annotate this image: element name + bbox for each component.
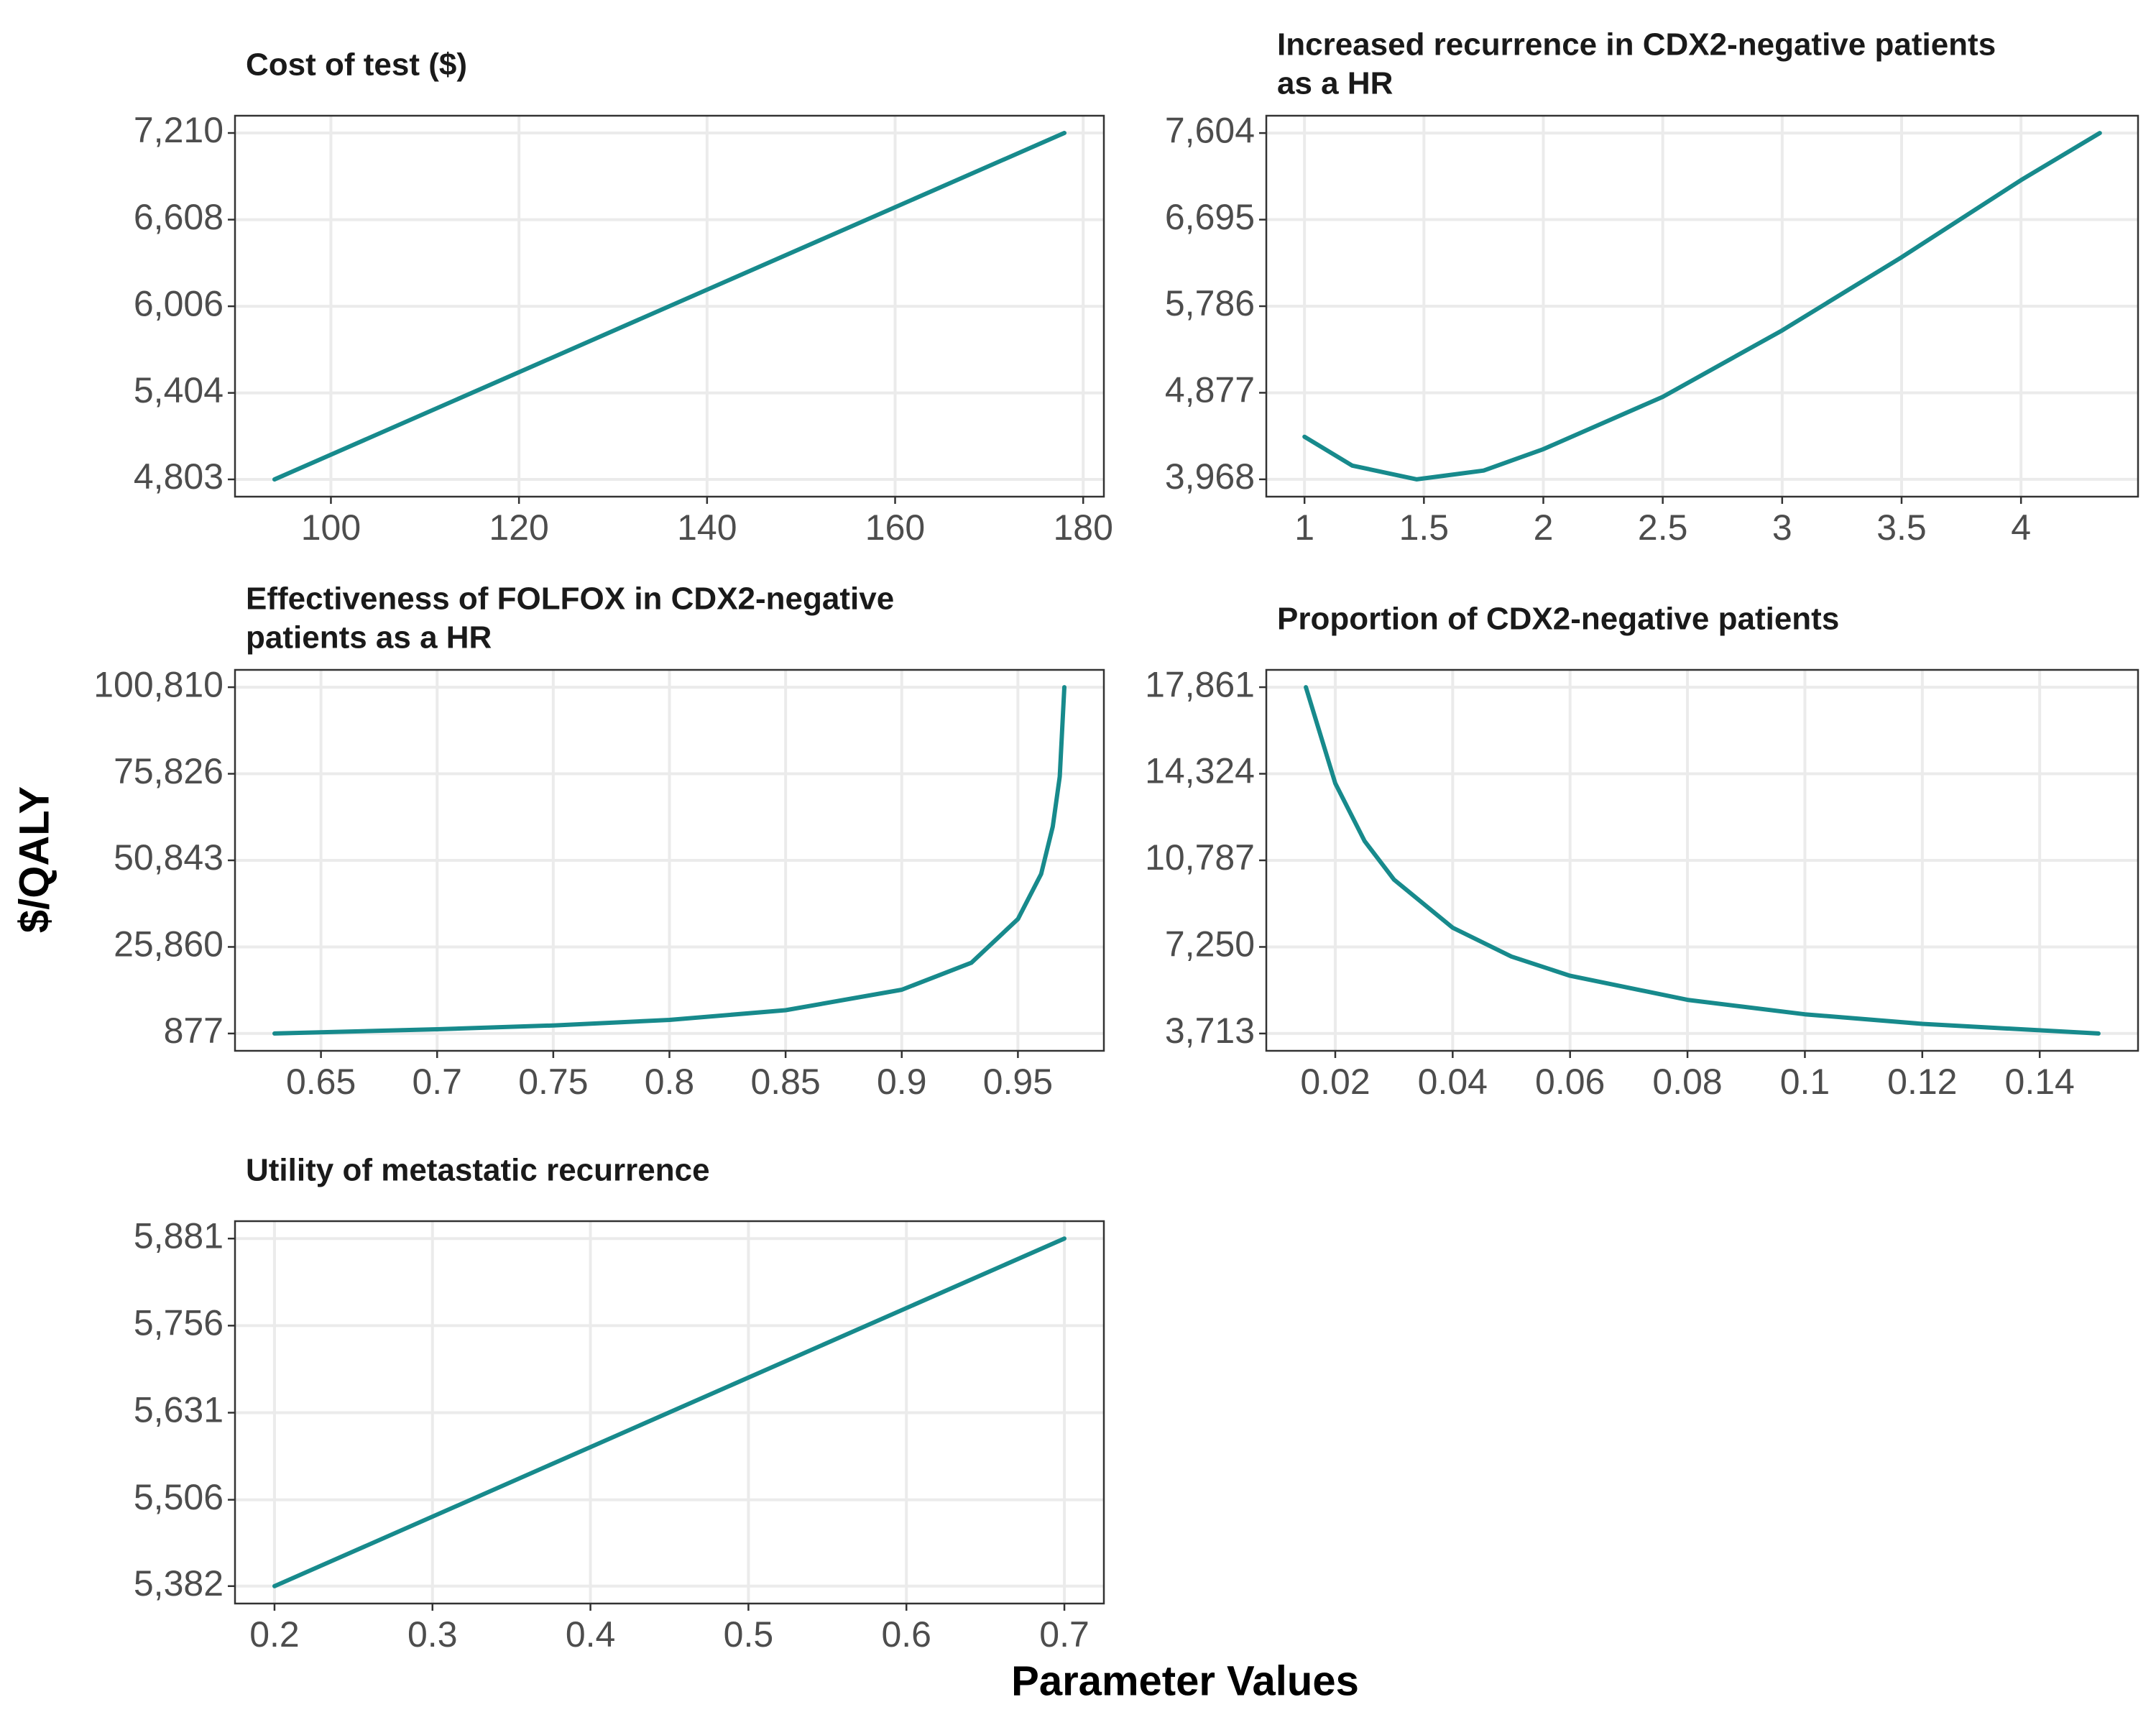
x-tick-label: 0.3 [407, 1614, 458, 1655]
x-tick-label: 0.9 [877, 1062, 927, 1102]
panel-border [1265, 114, 2139, 498]
data-line [272, 1236, 1067, 1588]
y-tick-label: 50,843 [114, 837, 224, 878]
x-tick-label: 140 [677, 507, 737, 548]
panel-title: Proportion of CDX2-negative patients [1277, 602, 1839, 637]
y-tick-label: 6,695 [1165, 197, 1255, 237]
y-tick-label: 17,861 [1145, 664, 1255, 704]
x-tick-label: 1.5 [1399, 507, 1450, 548]
x-tick-label: 3 [1772, 507, 1792, 548]
panel-border [234, 114, 1105, 498]
panel-border [1265, 668, 2139, 1052]
panel-title: patients as a HR [246, 620, 492, 656]
panel-title: Cost of test ($) [246, 47, 467, 83]
y-tick-label: 7,210 [134, 110, 224, 150]
y-tick-label: 877 [164, 1011, 224, 1051]
panel-title: Effectiveness of FOLFOX in CDX2-negative [246, 581, 894, 617]
panel-border [234, 1220, 1105, 1605]
y-tick-label: 5,631 [134, 1390, 224, 1430]
x-tick-label: 0.02 [1300, 1062, 1370, 1102]
x-tick-label: 0.75 [518, 1062, 588, 1102]
x-tick-label: 0.08 [1652, 1062, 1722, 1102]
y-tick-label: 5,786 [1165, 283, 1255, 323]
panel-title: Utility of metastatic recurrence [246, 1153, 710, 1188]
y-tick-label: 7,250 [1165, 924, 1255, 965]
y-tick-label: 5,404 [134, 370, 224, 410]
x-tick-label: 180 [1053, 507, 1112, 548]
y-tick-label: 3,713 [1165, 1011, 1255, 1051]
x-tick-label: 0.14 [2005, 1062, 2075, 1102]
x-tick-label: 0.12 [1887, 1062, 1957, 1102]
y-tick-label: 100,810 [93, 664, 224, 704]
x-tick-label: 0.85 [750, 1062, 820, 1102]
x-tick-label: 100 [301, 507, 361, 548]
x-axis-label: Parameter Values [1011, 1657, 1359, 1704]
y-tick-label: 4,803 [134, 456, 224, 497]
panel-border [234, 668, 1105, 1052]
x-tick-label: 0.5 [724, 1614, 774, 1655]
y-tick-label: 25,860 [114, 924, 224, 965]
x-tick-label: 0.95 [983, 1062, 1053, 1102]
x-tick-label: 0.4 [566, 1614, 616, 1655]
y-tick-label: 3,968 [1165, 456, 1255, 497]
x-tick-label: 3.5 [1876, 507, 1927, 548]
data-line [1304, 685, 2101, 1036]
panel-title: as a HR [1277, 66, 1393, 101]
x-tick-label: 0.06 [1535, 1062, 1605, 1102]
x-tick-label: 0.8 [645, 1062, 695, 1102]
x-tick-label: 2 [1534, 507, 1554, 548]
x-tick-label: 0.1 [1780, 1062, 1830, 1102]
x-tick-label: 4 [2011, 507, 2031, 548]
x-tick-label: 0.65 [286, 1062, 356, 1102]
x-tick-label: 0.2 [249, 1614, 300, 1655]
data-line [272, 685, 1067, 1036]
y-tick-label: 7,604 [1165, 110, 1255, 150]
panel-title: Increased recurrence in CDX2-negative pa… [1277, 27, 1996, 63]
y-tick-label: 5,881 [134, 1215, 224, 1256]
y-tick-label: 6,006 [134, 283, 224, 323]
x-tick-label: 120 [489, 507, 548, 548]
x-tick-label: 1 [1294, 507, 1314, 548]
y-tick-label: 5,756 [134, 1303, 224, 1343]
x-tick-label: 0.04 [1418, 1062, 1488, 1102]
y-tick-label: 5,382 [134, 1563, 224, 1604]
y-tick-label: 10,787 [1145, 837, 1255, 878]
x-tick-label: 0.6 [881, 1614, 931, 1655]
y-tick-label: 5,506 [134, 1477, 224, 1517]
data-line [1302, 131, 2102, 482]
x-tick-label: 160 [865, 507, 925, 548]
y-axis-label: $/QALY [11, 786, 57, 933]
x-tick-label: 0.7 [412, 1062, 462, 1102]
y-tick-label: 75,826 [114, 751, 224, 791]
y-tick-label: 6,608 [134, 197, 224, 237]
y-tick-label: 14,324 [1145, 751, 1255, 791]
x-tick-label: 2.5 [1638, 507, 1688, 548]
y-tick-label: 4,877 [1165, 370, 1255, 410]
x-tick-label: 0.7 [1039, 1614, 1089, 1655]
data-line [272, 131, 1067, 482]
